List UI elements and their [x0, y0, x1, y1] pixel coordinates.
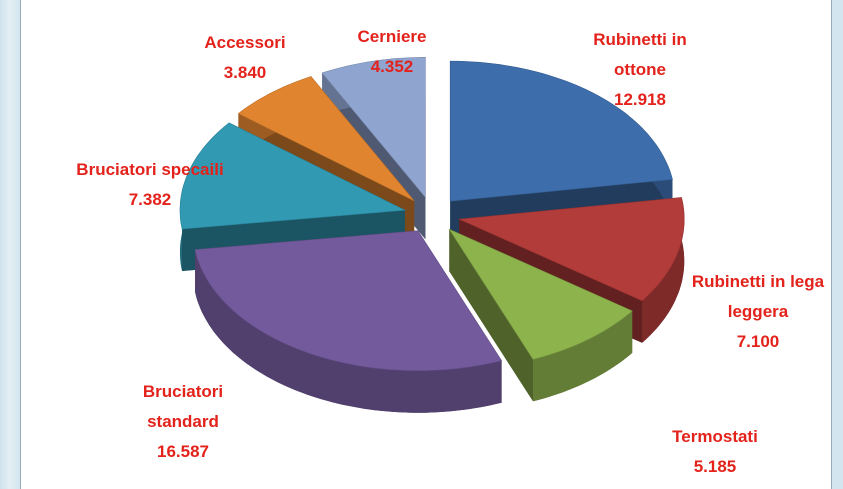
slice-label: Termostati 5.185 — [640, 422, 790, 482]
slice — [194, 230, 503, 371]
slice-label: Cerniere 4.352 — [317, 22, 467, 82]
category-label: Bruciatori standard — [142, 382, 224, 431]
category-label: Bruciatori specaili — [76, 160, 224, 179]
value-label: 3.840 — [223, 63, 267, 82]
value-label: 7.382 — [128, 190, 172, 209]
slice-label: Accessori 3.840 — [170, 28, 320, 88]
slice-side — [642, 197, 685, 343]
category-label: Accessori — [204, 33, 286, 52]
slice — [448, 228, 633, 360]
value-label: 12.918 — [614, 90, 666, 109]
category-label: Cerniere — [357, 27, 427, 46]
slice-label: Rubinetti in lega leggera 7.100 — [683, 267, 833, 357]
slice-label: Bruciatori standard 16.587 — [108, 377, 258, 467]
value-label: 5.185 — [693, 457, 737, 476]
category-label: Rubinetti in lega leggera — [691, 272, 825, 321]
slice — [237, 76, 415, 202]
slice-side — [195, 249, 502, 413]
slice-label: Bruciatori specaili 7.382 — [75, 155, 225, 215]
slice — [321, 56, 426, 199]
slice — [458, 197, 685, 302]
value-label: 7.100 — [736, 332, 780, 351]
slice-wall — [449, 229, 533, 402]
slice — [179, 122, 407, 230]
category-label: Termostati — [672, 427, 758, 446]
category-label: Rubinetti in ottone — [593, 30, 687, 79]
value-label: 16.587 — [157, 442, 209, 461]
slice-side — [533, 310, 633, 402]
slice — [449, 60, 673, 202]
slice-label: Rubinetti in ottone 12.918 — [565, 25, 715, 115]
value-label: 4.352 — [370, 57, 414, 76]
